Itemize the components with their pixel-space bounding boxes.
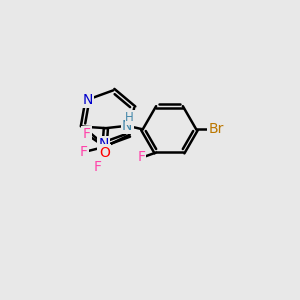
Text: N: N (98, 137, 109, 151)
Text: N: N (122, 119, 133, 133)
Text: F: F (82, 127, 91, 141)
Text: F: F (80, 145, 88, 159)
Text: Br: Br (208, 122, 224, 136)
Text: N: N (82, 93, 93, 107)
Text: F: F (94, 160, 101, 174)
Text: H: H (125, 111, 134, 124)
Text: O: O (99, 146, 110, 160)
Text: F: F (137, 150, 145, 164)
